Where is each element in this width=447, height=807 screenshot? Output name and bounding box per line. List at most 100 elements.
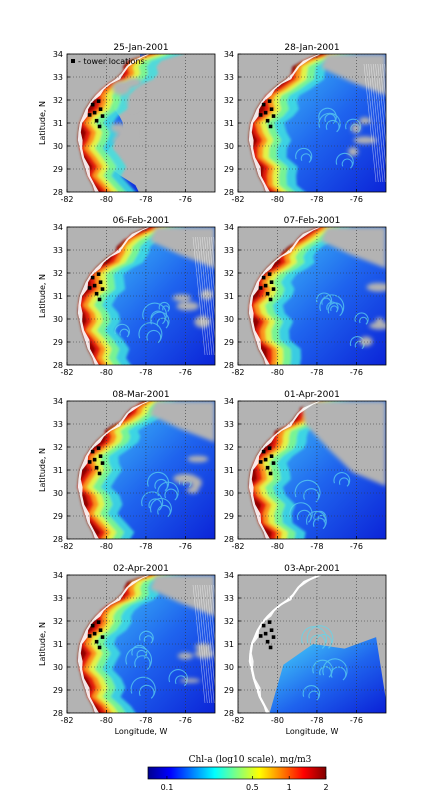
cloud [127, 94, 138, 110]
y-tick-label: 30 [53, 489, 63, 498]
eddy [322, 658, 348, 681]
grid [67, 227, 215, 365]
y-tick-label: 30 [224, 489, 234, 498]
cloud [375, 317, 384, 324]
eddy [318, 107, 337, 124]
tower-marker [96, 272, 101, 276]
y-tick-label: 31 [224, 466, 234, 475]
y-tick-label: 29 [224, 686, 234, 695]
x-tick-label: -76 [350, 195, 363, 204]
tower-marker [97, 124, 102, 129]
tower-marker [87, 634, 92, 638]
scan-stripe [382, 63, 386, 103]
eddy [326, 301, 339, 313]
map-panel: 08-Mar-2001 -82 -80 -78 -76 28 29 30 31 32 33 34 Lat… [38, 390, 216, 551]
tower-marker [100, 114, 105, 118]
scan-stripe [377, 63, 386, 148]
eddy [335, 152, 354, 169]
tower-marker [268, 297, 273, 302]
x-tick-label: -82 [60, 368, 73, 377]
eddy [319, 294, 345, 317]
cloud [172, 294, 192, 302]
grid [238, 575, 386, 713]
y-axis-label: Latitude, N [38, 274, 47, 318]
eddy-filaments [125, 630, 188, 699]
cloud [353, 136, 377, 144]
eddy [157, 481, 179, 501]
y-tick-label: 33 [53, 246, 63, 255]
tower-marker [267, 272, 272, 276]
colorbar-gradient [147, 766, 327, 780]
tower-marker [98, 107, 103, 111]
map-panel: 01-Apr-2001 -82 -80 -78 -76 28 29 30 31 32 33 34 [224, 390, 387, 551]
eddy [333, 472, 351, 487]
y-tick-label: 28 [53, 535, 63, 544]
grid [67, 54, 215, 192]
tower-marker [97, 645, 102, 650]
x-tick-label: -80 [100, 195, 113, 204]
scan-stripe [379, 63, 386, 125]
tower-marker [100, 287, 105, 291]
panel-title: 01-Apr-2001 [284, 390, 340, 400]
x-tick-label: -80 [100, 542, 113, 551]
cloud [351, 123, 361, 134]
tower-markers [258, 446, 276, 476]
tower-marker [90, 449, 95, 454]
y-tick-label: 29 [224, 338, 234, 347]
eddy [141, 491, 164, 511]
y-tick-label: 34 [224, 50, 234, 59]
x-tick-label: -76 [179, 542, 192, 551]
shelf-band [77, 54, 155, 192]
tower-markers [258, 272, 276, 302]
eddy [289, 502, 313, 523]
cloud-cover [320, 227, 386, 347]
shelf-band [248, 54, 329, 192]
tower-marker [97, 471, 102, 476]
map-panel: 06-Feb-2001 -82 -80 -78 -76 28 29 30 31 32 33 34 Lat… [38, 216, 216, 377]
cloud [200, 289, 214, 300]
cloud [320, 227, 386, 269]
scan-stripe [204, 236, 215, 344]
shelf-band [248, 227, 334, 365]
y-tick-label: 33 [53, 420, 63, 429]
shelf-band [248, 401, 325, 539]
y-tick-label: 32 [53, 96, 63, 105]
colorbar-title: Chl-a (log10 scale), mg/m3 [189, 754, 312, 765]
grid [238, 54, 386, 192]
y-tick-label: 34 [53, 50, 63, 59]
x-tick-label: -82 [231, 542, 244, 551]
eddy [318, 112, 341, 133]
panel-title: 06-Feb-2001 [113, 216, 170, 226]
cloud [173, 473, 197, 484]
y-tick-label: 28 [53, 361, 63, 370]
tower-markers [258, 620, 276, 650]
tower-marker [94, 291, 99, 296]
map-panel: 03-Apr-2001 -82 -80 -78 -76 28 29 30 31 32 33 34 Lon… [224, 564, 387, 736]
coastline-gap [77, 227, 151, 365]
cloud [320, 54, 386, 96]
y-tick-label: 30 [53, 663, 63, 672]
tower-marker [98, 628, 103, 632]
panel-title: 28-Jan-2001 [284, 43, 339, 53]
shelf-band [248, 54, 348, 192]
shelf-band [77, 227, 162, 365]
tower-marker [261, 623, 266, 628]
colorbar-tick-label: 0.5 [246, 783, 259, 792]
coastline-gap [77, 401, 151, 539]
panel-grid: 25-Jan-2001 - tower locations -82 -80 -78 -76… [38, 43, 387, 736]
y-tick-label: 31 [53, 292, 63, 301]
x-tick-label: -76 [350, 368, 363, 377]
x-tick-label: -76 [179, 368, 192, 377]
tower-marker [271, 635, 276, 639]
x-tick-label: -80 [271, 195, 284, 204]
eddy [302, 685, 321, 701]
tower-marker [267, 99, 272, 103]
cloud [177, 652, 194, 660]
x-tick-label: -80 [100, 368, 113, 377]
colorbar-tick-label: 0.1 [161, 783, 174, 792]
x-tick-label: -80 [100, 716, 113, 725]
tower-marker [258, 286, 263, 290]
x-tick-label: -78 [139, 368, 152, 377]
tower-marker [263, 283, 268, 288]
